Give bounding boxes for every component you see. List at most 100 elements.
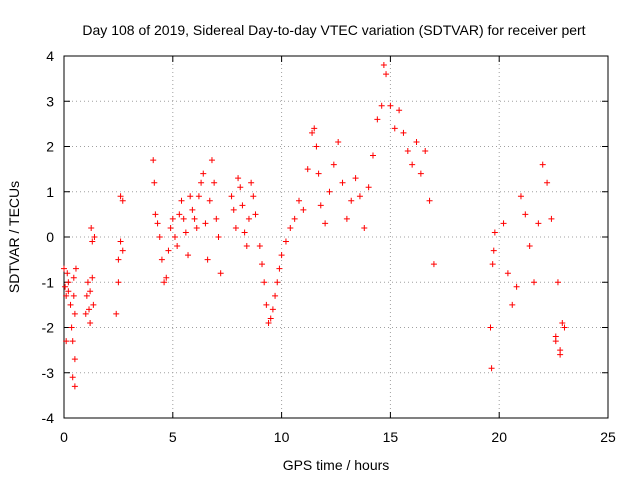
data-point bbox=[263, 301, 270, 308]
data-point bbox=[245, 215, 252, 222]
data-point bbox=[365, 184, 372, 191]
x-tick-label: 15 bbox=[383, 429, 399, 445]
y-tick-label: 1 bbox=[46, 184, 54, 200]
data-point bbox=[86, 306, 93, 313]
data-point bbox=[311, 125, 318, 132]
data-point bbox=[417, 170, 424, 177]
data-point bbox=[71, 383, 78, 390]
data-point bbox=[69, 338, 76, 345]
data-point bbox=[88, 224, 95, 231]
data-point bbox=[165, 247, 172, 254]
x-tick-label: 25 bbox=[600, 429, 616, 445]
data-point bbox=[517, 193, 524, 200]
data-point bbox=[291, 215, 298, 222]
data-point bbox=[339, 179, 346, 186]
data-point bbox=[548, 215, 555, 222]
data-point bbox=[352, 175, 359, 182]
data-point bbox=[241, 229, 248, 236]
data-point bbox=[430, 261, 437, 268]
x-tick-label: 20 bbox=[491, 429, 507, 445]
data-point bbox=[158, 256, 165, 263]
data-point bbox=[487, 324, 494, 331]
data-point bbox=[256, 243, 263, 250]
data-point bbox=[267, 315, 274, 322]
data-point bbox=[237, 184, 244, 191]
data-point bbox=[252, 211, 259, 218]
data-point bbox=[215, 234, 222, 240]
data-point bbox=[343, 215, 350, 222]
data-point bbox=[309, 129, 316, 136]
data-point bbox=[171, 234, 178, 240]
data-point bbox=[187, 193, 194, 200]
data-point bbox=[544, 179, 551, 186]
data-point bbox=[67, 301, 74, 308]
data-point bbox=[70, 292, 77, 299]
data-point bbox=[115, 256, 122, 263]
data-point bbox=[174, 243, 181, 250]
data-point bbox=[335, 138, 342, 145]
data-point bbox=[61, 265, 67, 272]
data-point bbox=[176, 211, 183, 218]
data-point bbox=[282, 238, 289, 245]
data-point bbox=[71, 356, 78, 363]
data-point bbox=[82, 310, 89, 317]
data-point bbox=[217, 270, 224, 277]
data-point bbox=[276, 265, 283, 272]
data-point bbox=[230, 206, 237, 213]
data-point bbox=[228, 193, 235, 200]
data-point bbox=[356, 193, 363, 200]
data-point bbox=[488, 365, 495, 372]
data-point bbox=[204, 256, 211, 263]
grid bbox=[64, 56, 608, 418]
data-point bbox=[391, 125, 398, 132]
data-point bbox=[250, 193, 257, 200]
data-point bbox=[426, 197, 433, 204]
x-tick-labels: 0 5 10 15 20 25 bbox=[60, 429, 616, 445]
x-axis-label: GPS time / hours bbox=[283, 457, 390, 473]
data-point bbox=[64, 270, 71, 277]
data-point bbox=[70, 274, 77, 281]
data-point bbox=[287, 224, 294, 231]
data-point bbox=[489, 261, 496, 268]
y-tick-label: -2 bbox=[42, 320, 55, 336]
data-point bbox=[491, 229, 498, 236]
data-point bbox=[317, 202, 324, 209]
data-point bbox=[404, 148, 411, 155]
data-point bbox=[513, 283, 520, 290]
data-point bbox=[189, 206, 196, 213]
data-point bbox=[119, 247, 126, 254]
data-point bbox=[115, 279, 122, 286]
y-tick-label: -3 bbox=[42, 365, 55, 381]
data-point bbox=[490, 247, 497, 254]
data-point bbox=[169, 215, 176, 222]
data-point bbox=[65, 288, 72, 295]
data-point bbox=[65, 279, 72, 286]
data-point bbox=[559, 319, 566, 326]
data-point bbox=[163, 274, 170, 281]
axis-ticks bbox=[63, 55, 609, 419]
data-point bbox=[89, 238, 96, 245]
data-point bbox=[63, 338, 70, 345]
data-point bbox=[504, 270, 511, 277]
data-point bbox=[259, 261, 266, 268]
data-point bbox=[400, 129, 407, 136]
data-point bbox=[68, 324, 75, 331]
data-point bbox=[383, 71, 390, 78]
data-point bbox=[200, 170, 207, 177]
data-point bbox=[535, 220, 542, 227]
data-point bbox=[300, 206, 307, 213]
data-point bbox=[274, 279, 281, 286]
data-point bbox=[265, 319, 272, 326]
data-point bbox=[561, 324, 568, 331]
data-point bbox=[261, 279, 268, 286]
data-point bbox=[72, 265, 79, 272]
data-point bbox=[326, 188, 333, 195]
data-point bbox=[315, 170, 322, 177]
data-point bbox=[248, 179, 255, 186]
data-point bbox=[387, 102, 394, 109]
data-point bbox=[117, 238, 124, 245]
data-point bbox=[211, 179, 218, 186]
data-point bbox=[91, 234, 98, 240]
data-point bbox=[539, 161, 546, 168]
